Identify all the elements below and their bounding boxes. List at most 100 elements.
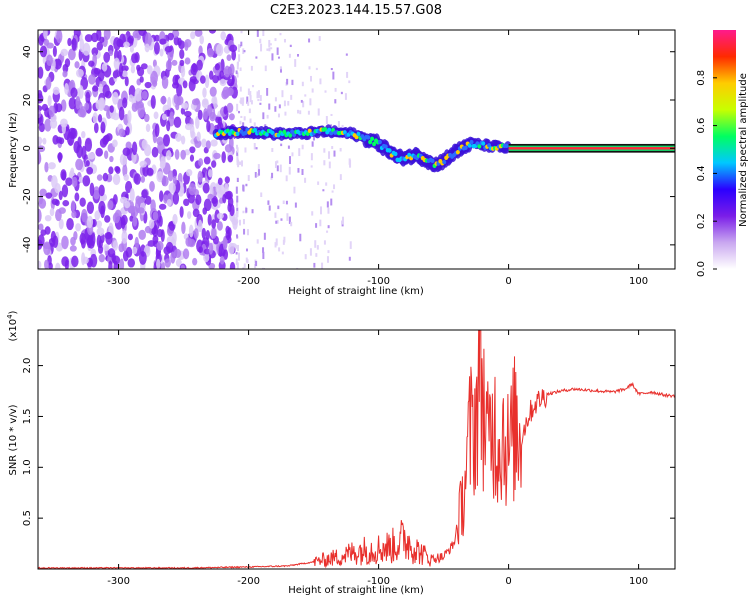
noise-blob (46, 54, 53, 67)
noise-streak (243, 50, 246, 53)
noise-blob (224, 65, 231, 78)
noise-blob (198, 246, 203, 253)
noise-streak (277, 113, 280, 118)
noise-blob (119, 153, 128, 166)
noise-streak (281, 251, 284, 255)
noise-blob (133, 173, 141, 185)
noise-streak (286, 213, 289, 221)
noise-streak (274, 242, 277, 248)
noise-streak (287, 145, 290, 149)
noise-streak (349, 241, 352, 249)
x-tick-label: -200 (237, 276, 260, 287)
signal-point (235, 131, 240, 137)
noise-blob (185, 237, 192, 247)
noise-streak (294, 59, 297, 67)
noise-blob (165, 241, 174, 254)
noise-blob (48, 262, 53, 269)
noise-blob (75, 68, 84, 78)
noise-blob (94, 210, 101, 221)
noise-streak (288, 53, 291, 58)
noise-streak (327, 250, 330, 254)
noise-blob (213, 152, 221, 160)
noise-streak (255, 56, 258, 59)
noise-blob (225, 87, 234, 96)
noise-blob (47, 95, 52, 107)
noise-blob (207, 193, 214, 200)
signal-point (356, 131, 361, 137)
noise-blob (81, 252, 86, 266)
signal-point (377, 139, 382, 145)
noise-blob (131, 141, 138, 156)
noise-blob (127, 110, 132, 124)
noise-blob (144, 81, 152, 89)
noise-blob (197, 109, 203, 121)
noise-blob (105, 231, 113, 245)
noise-streak (290, 94, 293, 100)
noise-streak (304, 177, 307, 183)
noise-blob (165, 150, 172, 161)
noise-streak (235, 186, 238, 194)
noise-streak (269, 43, 272, 46)
noise-blob (104, 215, 111, 223)
noise-streak (283, 236, 286, 243)
noise-streak (263, 232, 266, 240)
noise-blob (173, 116, 182, 128)
signal-point (481, 141, 486, 146)
noise-streak (326, 201, 329, 208)
noise-blob (172, 213, 178, 225)
noise-blob (208, 30, 217, 34)
noise-blob (88, 74, 96, 85)
noise-blob (79, 197, 86, 207)
noise-streak (262, 247, 265, 253)
noise-blob (108, 260, 113, 269)
noise-streak (249, 95, 252, 103)
noise-streak (300, 99, 303, 103)
noise-streak (297, 109, 300, 114)
noise-blob (55, 209, 62, 222)
figure-title: C2E3.2023.144.15.57.G08 (270, 3, 442, 18)
noise-streak (240, 41, 243, 47)
noise-blob (121, 70, 128, 78)
noise-blob (205, 140, 211, 150)
noise-streak (277, 56, 280, 59)
y-tick-label: 1.0 (22, 459, 33, 475)
noise-blob (219, 255, 225, 265)
noise-blob (208, 70, 214, 80)
noise-blob (86, 201, 95, 215)
signal-point (243, 130, 248, 136)
noise-streak (323, 160, 326, 166)
noise-blob (102, 172, 109, 182)
noise-streak (239, 67, 242, 72)
x-tick-label: 100 (629, 276, 648, 287)
noise-blob (38, 93, 44, 104)
noise-blob (165, 59, 172, 71)
noise-blob (191, 98, 200, 106)
noise-blob (60, 99, 67, 112)
noise-blob (58, 137, 65, 145)
noise-streak (250, 100, 253, 105)
noise-blob (159, 190, 164, 202)
noise-blob (144, 43, 150, 53)
noise-blob (151, 146, 159, 158)
noise-blob (71, 176, 78, 188)
noise-streak (257, 90, 260, 98)
noise-streak (256, 30, 259, 37)
noise-blob (152, 59, 157, 68)
noise-blob (193, 228, 199, 239)
signal-point (366, 135, 371, 140)
signal-point (253, 127, 258, 133)
noise-blob (98, 184, 105, 197)
noise-streak (240, 30, 243, 34)
noise-streak (317, 181, 320, 185)
noise-blob (209, 86, 217, 97)
noise-blob (81, 208, 88, 223)
noise-blob (189, 154, 195, 162)
noise-streak (262, 112, 265, 120)
noise-streak (302, 101, 305, 108)
noise-streak (334, 87, 337, 92)
noise-blob (228, 113, 235, 121)
noise-blob (210, 139, 218, 147)
noise-streak (241, 99, 244, 106)
colorbar (713, 30, 736, 269)
noise-blob (207, 169, 213, 178)
